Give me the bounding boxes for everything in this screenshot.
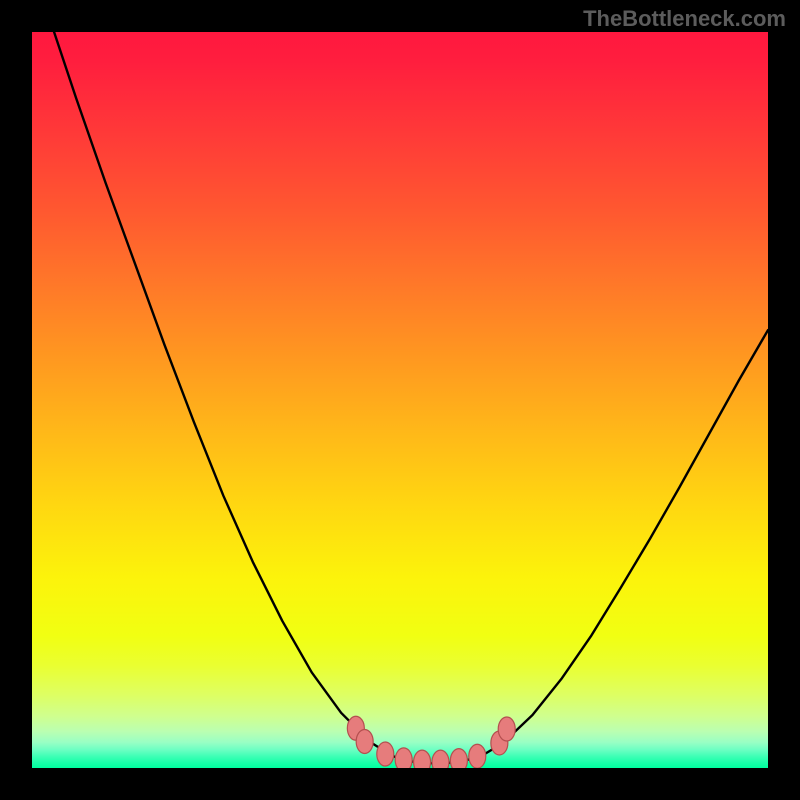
optimal-marker xyxy=(498,717,515,741)
plot-area xyxy=(32,32,768,768)
optimal-marker xyxy=(377,742,394,766)
optimal-marker xyxy=(395,748,412,768)
chart-frame: TheBottleneck.com xyxy=(0,0,800,800)
optimal-marker xyxy=(432,750,449,768)
optimal-marker xyxy=(414,750,431,768)
attribution-watermark: TheBottleneck.com xyxy=(583,6,786,32)
gradient-background xyxy=(32,32,768,768)
optimal-marker xyxy=(450,749,467,768)
optimal-marker xyxy=(356,730,373,754)
chart-svg xyxy=(32,32,768,768)
optimal-marker xyxy=(469,744,486,768)
